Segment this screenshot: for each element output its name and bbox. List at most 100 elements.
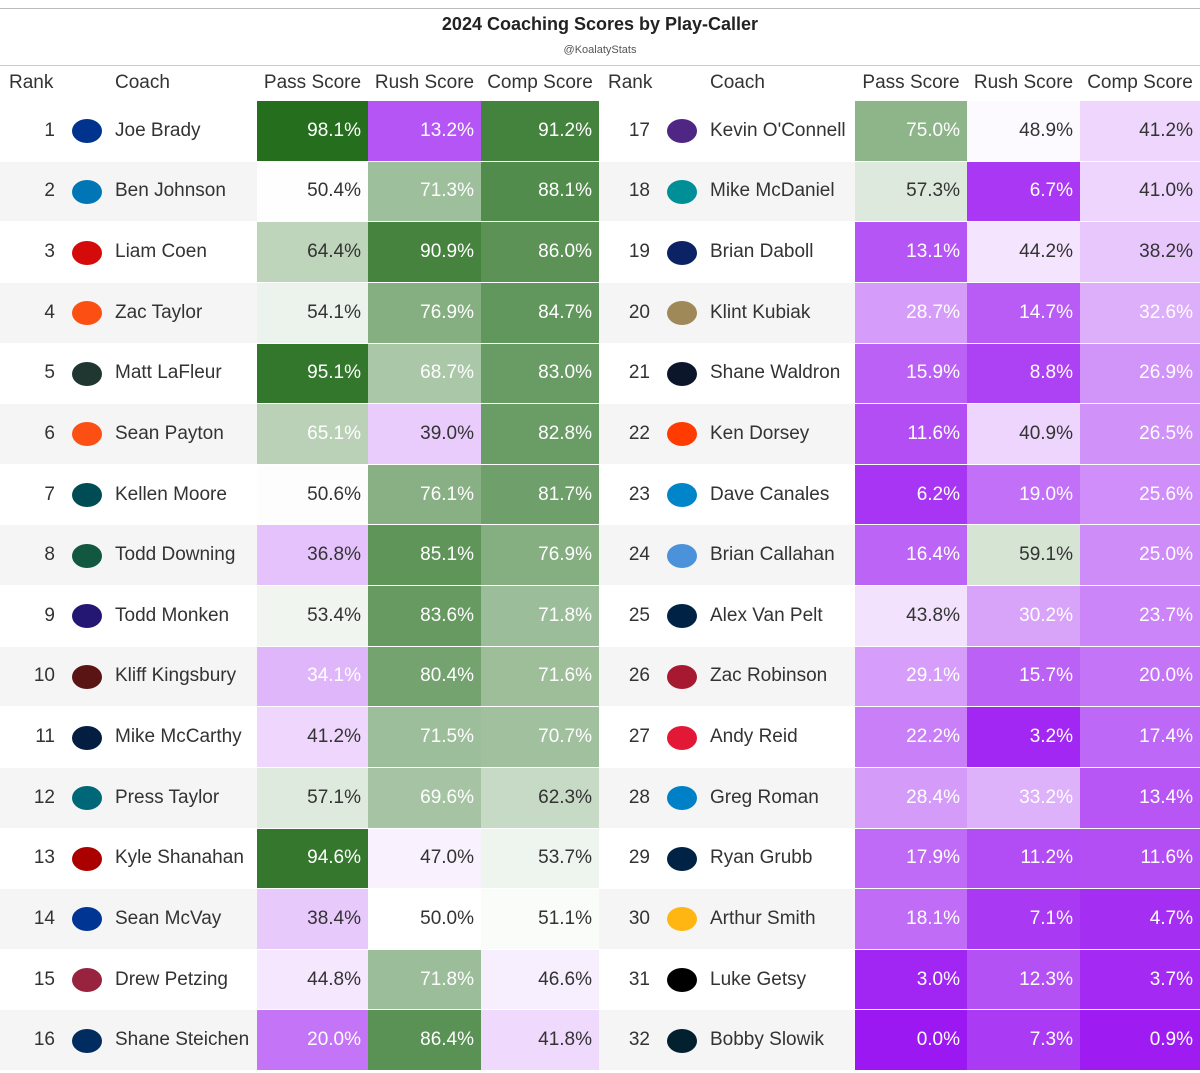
team-logo: [667, 725, 697, 750]
score-cell: 26.9%: [1080, 343, 1200, 405]
coach-cell: Zac Taylor: [65, 282, 257, 344]
coach-cell: Klint Kubiak: [660, 282, 855, 344]
logo-shape: [667, 1028, 697, 1053]
rank-cell: 6: [0, 404, 65, 465]
team-logo: [72, 786, 102, 811]
score-cell: 94.6%: [257, 828, 368, 890]
score-cell: 11.6%: [855, 404, 967, 465]
coach-cell: Kellen Moore: [65, 464, 257, 526]
rank-cell: 11: [0, 707, 65, 768]
logo-shape: [667, 240, 697, 265]
score-cell: 50.0%: [368, 889, 481, 950]
rank-cell: 19: [599, 222, 660, 283]
rank-cell: 7: [0, 464, 65, 526]
score-cell: 76.9%: [481, 525, 599, 586]
rank-cell: 4: [0, 282, 65, 344]
team-logo: [72, 422, 102, 447]
team-logo: [72, 664, 102, 689]
score-cell: 38.4%: [257, 889, 368, 950]
score-cell: 59.1%: [967, 525, 1080, 586]
coach-cell: Mike McCarthy: [65, 707, 257, 768]
score-cell: 15.7%: [967, 646, 1080, 708]
score-cell: 6.7%: [967, 161, 1080, 223]
logo-shape: [667, 846, 697, 871]
coach-cell: Sean Payton: [65, 404, 257, 465]
team-logo: [72, 968, 102, 993]
logo-shape: [72, 483, 102, 508]
score-cell: 8.8%: [967, 343, 1080, 405]
score-cell: 41.0%: [1080, 161, 1200, 223]
score-cell: 91.2%: [481, 101, 599, 162]
coach-cell: Dave Canales: [660, 464, 855, 526]
rank-cell: 10: [0, 646, 65, 708]
coach-cell: Kliff Kingsbury: [65, 646, 257, 708]
title: 2024 Coaching Scores by Play-Caller: [441, 14, 759, 34]
column-header: Comp Score: [1080, 66, 1200, 101]
rank-cell: 25: [599, 586, 660, 647]
logo-shape: [72, 846, 102, 871]
coach-cell: Todd Monken: [65, 586, 257, 647]
score-cell: 69.6%: [368, 767, 481, 829]
score-cell: 54.1%: [257, 282, 368, 344]
rank-cell: 15: [0, 949, 65, 1011]
team-logo: [72, 543, 102, 568]
logo-shape: [667, 301, 697, 326]
score-cell: 83.0%: [481, 343, 599, 405]
rank-cell: 14: [0, 889, 65, 950]
logo-shape: [72, 968, 102, 993]
rank-cell: 22: [599, 404, 660, 465]
team-logo: [72, 725, 102, 750]
rank-cell: 18: [599, 161, 660, 223]
rank-cell: 21: [599, 343, 660, 405]
team-logo: [667, 786, 697, 811]
coach-cell: Brian Daboll: [660, 222, 855, 283]
rank-cell: 30: [599, 889, 660, 950]
coach-cell: Ryan Grubb: [660, 828, 855, 890]
score-cell: 88.1%: [481, 161, 599, 223]
score-cell: 13.4%: [1080, 767, 1200, 829]
score-cell: 12.3%: [967, 949, 1080, 1011]
score-cell: 14.7%: [967, 282, 1080, 344]
logo-shape: [72, 725, 102, 750]
rank-cell: 32: [599, 1010, 660, 1071]
logo-shape: [72, 119, 102, 144]
score-cell: 26.5%: [1080, 404, 1200, 465]
score-cell: 71.8%: [481, 586, 599, 647]
score-cell: 18.1%: [855, 889, 967, 950]
column-header: Comp Score: [481, 66, 599, 101]
coach-cell: Luke Getsy: [660, 949, 855, 1011]
logo-shape: [72, 301, 102, 326]
score-cell: 11.2%: [967, 828, 1080, 890]
rank-cell: 12: [0, 767, 65, 829]
score-cell: 16.4%: [855, 525, 967, 586]
team-logo: [667, 361, 697, 386]
score-cell: 28.4%: [855, 767, 967, 829]
rank-cell: 16: [0, 1010, 65, 1071]
score-cell: 41.2%: [257, 707, 368, 768]
score-cell: 47.0%: [368, 828, 481, 890]
score-cell: 0.0%: [855, 1010, 967, 1071]
coach-cell: Matt LaFleur: [65, 343, 257, 405]
score-cell: 41.2%: [1080, 101, 1200, 162]
logo-shape: [72, 422, 102, 447]
team-logo: [72, 179, 102, 204]
score-cell: 25.0%: [1080, 525, 1200, 586]
score-cell: 68.7%: [368, 343, 481, 405]
column-header: Pass Score: [855, 66, 967, 101]
score-cell: 75.0%: [855, 101, 967, 162]
score-cell: 13.2%: [368, 101, 481, 162]
score-cell: 33.2%: [967, 767, 1080, 829]
score-cell: 0.9%: [1080, 1010, 1200, 1071]
logo-shape: [72, 664, 102, 689]
coach-cell: Ken Dorsey: [660, 404, 855, 465]
logo-shape: [72, 907, 102, 932]
rank-cell: 17: [599, 101, 660, 162]
rank-cell: 9: [0, 586, 65, 647]
team-logo: [667, 846, 697, 871]
team-logo: [667, 604, 697, 629]
team-logo: [72, 240, 102, 265]
score-cell: 65.1%: [257, 404, 368, 465]
coach-cell: Arthur Smith: [660, 889, 855, 950]
